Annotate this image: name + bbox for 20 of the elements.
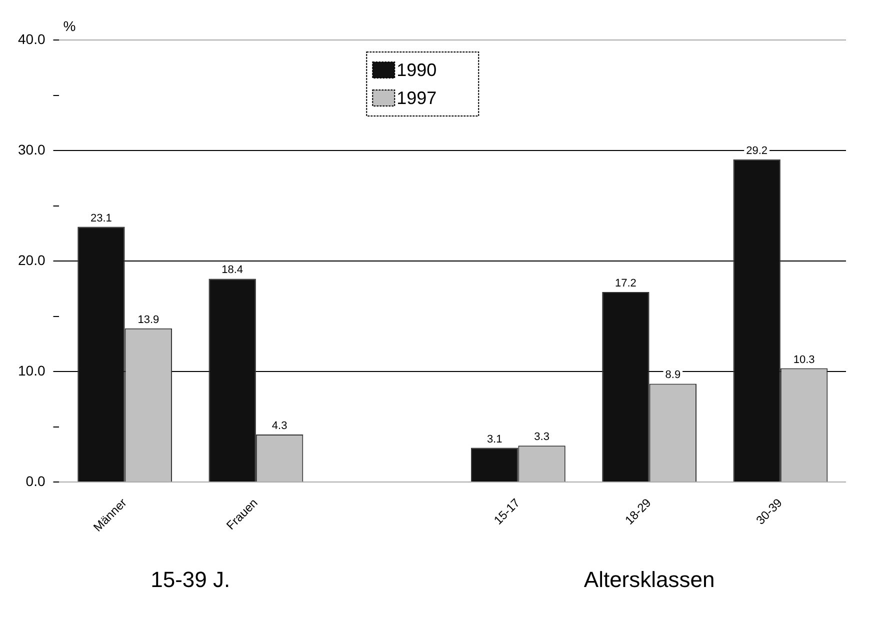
data-label: 23.1 bbox=[90, 212, 112, 224]
y-tick-label: 30.0 bbox=[18, 141, 46, 158]
legend-label: 1997 bbox=[396, 88, 437, 108]
y-tick-label: 0.0 bbox=[26, 472, 46, 489]
data-label: 4.3 bbox=[272, 420, 288, 432]
data-label: 3.3 bbox=[534, 431, 550, 444]
text: Altersklassen bbox=[584, 567, 715, 592]
y-tick-label: 40.0 bbox=[18, 30, 46, 47]
data-label: 29.2 bbox=[746, 144, 768, 157]
y-tick-label: 20.0 bbox=[18, 252, 46, 268]
legend-label: 1990 bbox=[396, 60, 437, 80]
y-axis-title: % bbox=[63, 18, 76, 34]
text: 15-39 J. bbox=[150, 567, 230, 592]
data-label: 3.1 bbox=[486, 433, 502, 446]
data-label: 17.2 bbox=[615, 278, 636, 290]
y-tick-label: 10.0 bbox=[18, 362, 46, 378]
data-label: 10.3 bbox=[793, 354, 815, 366]
data-label: 18.4 bbox=[222, 264, 244, 276]
data-label: 8.9 bbox=[665, 369, 681, 382]
data-label: 13.9 bbox=[138, 314, 160, 326]
